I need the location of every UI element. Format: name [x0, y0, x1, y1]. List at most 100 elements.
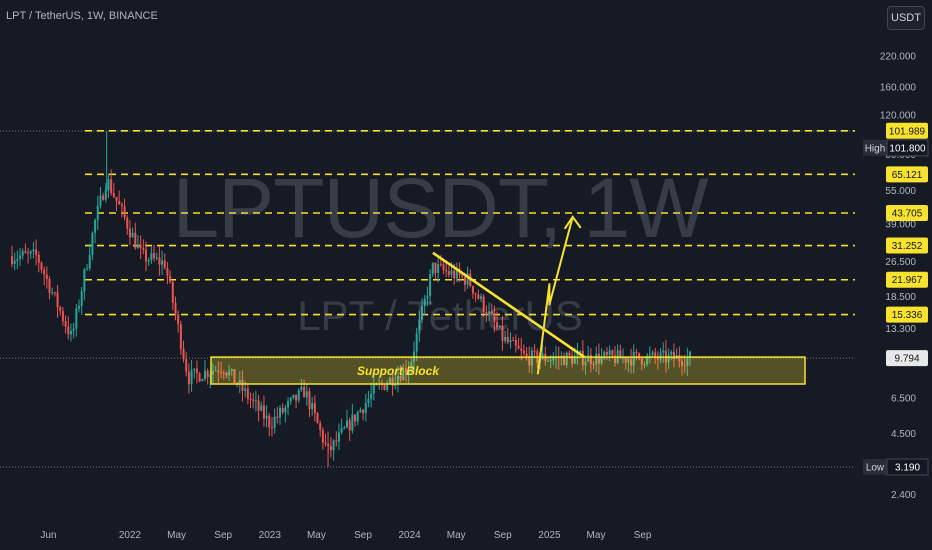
candle-body	[222, 372, 225, 374]
candle-body	[453, 270, 456, 279]
candle-body	[96, 205, 99, 221]
candle-body	[246, 388, 249, 399]
candle-body	[230, 369, 233, 372]
candle-body	[648, 354, 651, 356]
candle-body	[474, 293, 477, 295]
candle-body	[632, 351, 635, 366]
candle-body	[346, 420, 348, 428]
candle-body	[351, 414, 354, 431]
candle-body	[439, 264, 442, 266]
candle-body	[147, 259, 150, 262]
candle-body	[131, 232, 134, 238]
candle-body	[270, 427, 273, 429]
candle-body	[506, 336, 509, 343]
candle-body	[480, 296, 482, 299]
candle-body	[158, 257, 161, 265]
candle-body	[155, 257, 158, 259]
level-price-tag-label: 101.989	[889, 126, 926, 137]
candle-body	[372, 384, 375, 394]
candle-body	[139, 245, 142, 248]
candle-body	[67, 326, 70, 335]
candle-body	[297, 390, 300, 401]
price-tick-label: 2.400	[891, 490, 916, 501]
candle-body	[72, 328, 75, 331]
candle-body	[153, 253, 156, 259]
watermark-symbol: LPTUSDT, 1W	[172, 161, 708, 255]
candle-body	[678, 355, 681, 362]
candle-body	[64, 321, 67, 327]
time-tick-label: May	[587, 530, 606, 541]
candle-body	[11, 256, 13, 265]
candle-body	[514, 340, 517, 346]
candle-body	[16, 258, 19, 261]
candle-body	[40, 262, 43, 270]
annotations: Support Block	[210, 215, 806, 385]
candle-body	[335, 440, 338, 442]
level-price-tag-label: 15.336	[892, 310, 923, 321]
candle-body	[421, 306, 424, 320]
candle-body	[337, 432, 340, 442]
candle-body	[442, 264, 445, 270]
level-price-tag	[886, 306, 928, 323]
candle-body	[35, 249, 38, 255]
candle-body	[608, 350, 611, 355]
candle-body	[313, 403, 316, 414]
candle-body	[228, 371, 231, 376]
candle-body	[522, 350, 525, 354]
candle-body	[595, 353, 598, 365]
candle-body	[624, 357, 627, 363]
candle-body	[672, 351, 675, 359]
level-price-tag	[886, 205, 928, 222]
price-tick-label: 160.000	[880, 83, 917, 94]
candle-body	[19, 255, 22, 259]
candle-body	[496, 322, 499, 328]
candle-body	[683, 365, 686, 367]
candle-body	[423, 298, 426, 307]
candle-body	[287, 401, 290, 408]
candle-body	[21, 251, 24, 256]
support-block-label: Support Block	[357, 364, 440, 378]
candle-body	[530, 350, 533, 366]
candle-body	[295, 394, 298, 401]
candle-body	[656, 357, 659, 360]
candle-body	[115, 196, 118, 201]
candle-body	[396, 375, 399, 384]
candle-body	[362, 409, 365, 414]
candle-body	[547, 360, 549, 362]
candle-body	[482, 296, 485, 313]
last-price-tag	[886, 350, 928, 367]
time-tick-label: May	[167, 530, 186, 541]
candle-body	[45, 274, 48, 279]
candle-body	[605, 351, 608, 355]
candle-body	[646, 355, 649, 365]
symbol-title: LPT / TetherUS, 1W, BINANCE	[6, 10, 158, 22]
price-tick-label: 39.000	[885, 220, 916, 231]
candle-body	[43, 269, 46, 275]
candle-body	[185, 359, 188, 372]
candle-body	[61, 311, 64, 322]
currency-unit-button[interactable]: USDT	[887, 6, 925, 30]
candle-body	[13, 260, 16, 265]
candle-body	[169, 275, 172, 282]
candle-body	[490, 311, 493, 315]
candle-body	[404, 368, 407, 374]
candle-body	[563, 355, 566, 366]
candle-body	[434, 262, 437, 273]
candle-body	[75, 308, 78, 329]
candle-body	[643, 364, 646, 366]
candle-body	[206, 370, 209, 378]
candle-body	[225, 372, 228, 376]
candle-body	[659, 352, 662, 360]
candle-body	[667, 354, 670, 363]
candle-body	[364, 403, 367, 414]
candle-body	[370, 393, 373, 399]
support-block-zone	[210, 356, 806, 385]
time-tick-label: Sep	[494, 530, 512, 541]
candle-body	[662, 350, 665, 353]
candle-body	[190, 370, 193, 385]
candle-body	[600, 356, 603, 364]
level-price-tag-label: 65.121	[892, 170, 923, 181]
candle-body	[528, 356, 531, 366]
candle-body	[91, 232, 94, 255]
